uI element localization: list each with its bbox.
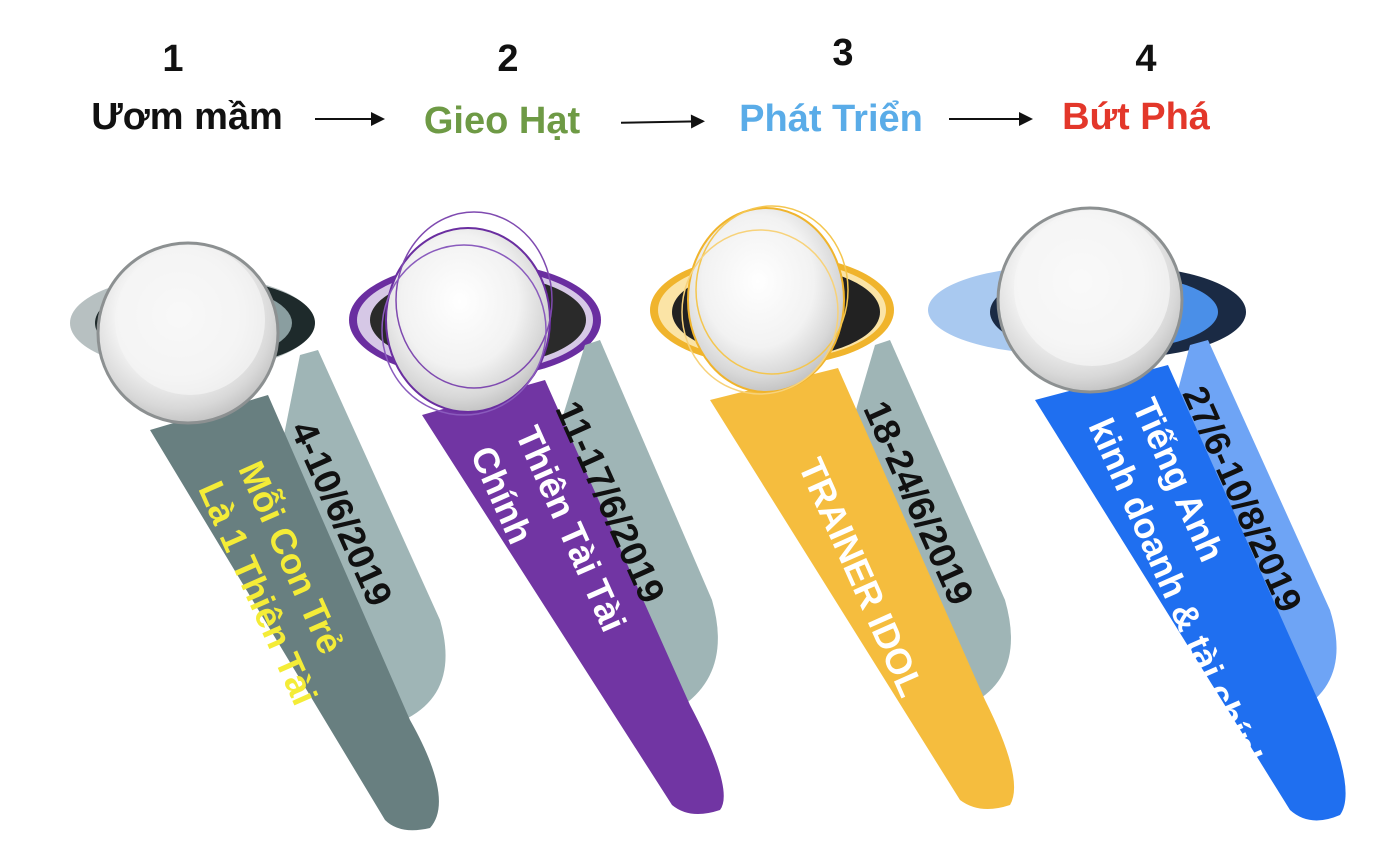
step-1-name: Ươm mầm [91,96,283,138]
card-1-sphere-highlight [115,245,265,395]
step-4-number: 4 [1135,38,1157,80]
step-3-name: Phát Triển [739,98,923,140]
card-2-sphere [385,227,551,413]
step-4-name: Bứt Phá [1062,96,1210,138]
step-3-number: 3 [832,32,854,74]
card-1 [70,241,446,831]
card-2-back-ribbon [560,340,718,705]
card-4-front-ribbon [1035,365,1346,821]
step-2-name: Gieo Hạt [423,100,581,142]
card-2-front-ribbon [422,380,724,814]
card-3-back-ribbon [853,340,1011,700]
card-3-sphere [687,207,845,393]
step-1-number: 1 [162,38,184,80]
card-2 [349,211,724,814]
card-4-back-ribbon [1170,340,1337,710]
card-4-sphere-highlight [1014,210,1170,366]
card-3-front-ribbon [710,368,1015,809]
card-3-sphere-outline [695,205,849,375]
card-3 [650,205,1015,809]
card-4 [928,206,1346,821]
arrow-3-to-4 [949,112,1033,126]
card-1-back-ribbon [283,350,446,718]
card-1-front-ribbon [150,395,439,831]
card-2-sphere-outline-2 [381,244,547,416]
arrow-1-to-2 [315,112,385,126]
card-3-sphere-outline-2 [681,229,839,395]
card-2-sphere-outline [395,211,553,389]
step-2-number: 2 [497,38,519,80]
